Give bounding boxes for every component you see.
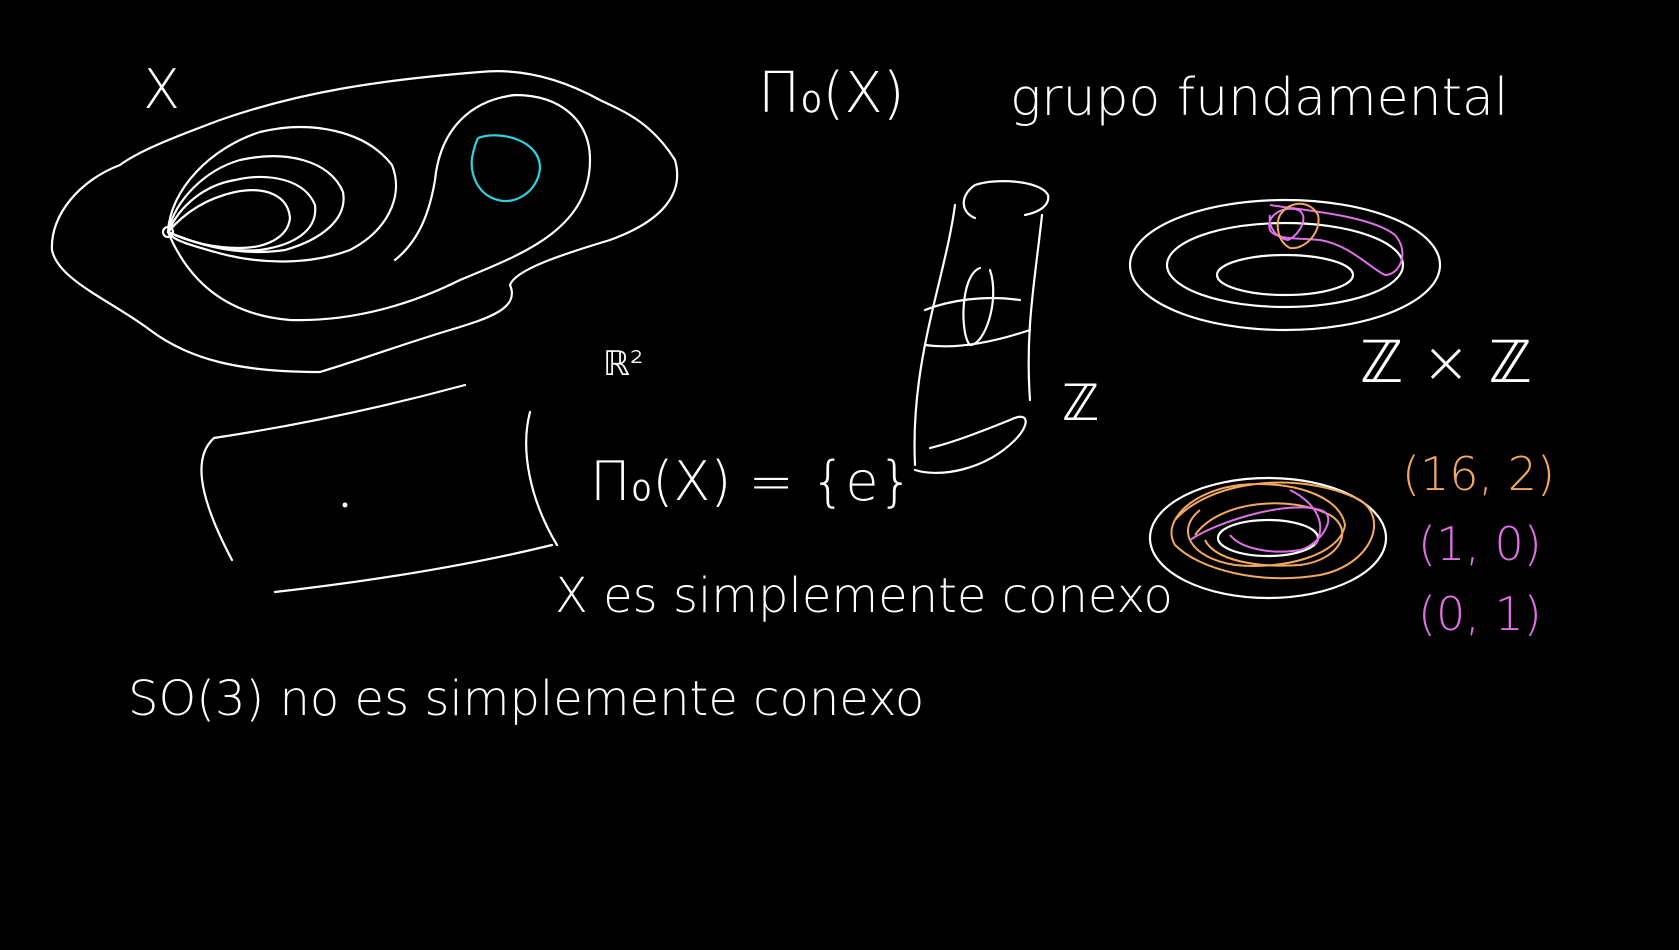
plane-r2-drawing xyxy=(200,383,559,594)
label-z-single: ℤ xyxy=(1062,374,1099,432)
torus-bottom-drawing xyxy=(1148,476,1388,600)
label-space-x: X xyxy=(143,58,180,121)
label-pair-16-2: (16, 2) xyxy=(1402,447,1555,501)
label-pi-title: Π₀(X) xyxy=(758,61,905,126)
label-so3: SO(3) no es simplemente conexo xyxy=(128,671,924,727)
label-z-times-z: ℤ × ℤ xyxy=(1360,328,1532,396)
label-grupo-fundamental: grupo fundamental xyxy=(1010,68,1508,128)
label-pair-1-0: (1, 0) xyxy=(1418,517,1542,571)
label-pi-trivial: Π₀(X) = {e} xyxy=(590,450,913,513)
label-pair-0-1: (0, 1) xyxy=(1418,587,1542,641)
label-r2: ℝ² xyxy=(603,344,644,384)
torus-top-drawing xyxy=(1128,198,1442,332)
cylinder-drawing xyxy=(913,180,1050,474)
space-x-drawing xyxy=(50,70,679,374)
label-simply-connected: X es simplemente conexo xyxy=(555,568,1173,624)
